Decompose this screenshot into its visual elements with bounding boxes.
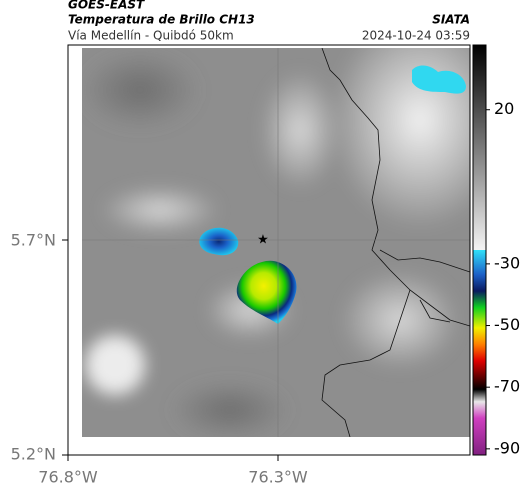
- subtitle: Temperatura de Brillo CH13: [68, 13, 255, 27]
- title: GOES-EAST: [68, 0, 145, 12]
- colorbar: [472, 44, 487, 456]
- lat-label: 5.2°N: [11, 445, 56, 464]
- timestamp: 2024-10-24 03:59: [362, 29, 470, 43]
- colorbar-tick-label: -90: [494, 438, 520, 457]
- svg-text:★: ★: [257, 233, 269, 248]
- colorbar-tick-label: -70: [494, 377, 520, 396]
- lat-label: 5.7°N: [11, 231, 56, 250]
- route: Vía Medellín - Quibdó 50km: [68, 29, 234, 43]
- colorbar-tick-label: -50: [494, 315, 520, 334]
- colorbar-tick-label: -30: [494, 253, 520, 272]
- lon-label: 76.3°W: [248, 468, 308, 487]
- satellite-image: ★: [82, 48, 470, 437]
- colorbar-tick-label: 20: [494, 99, 514, 118]
- source: SIATA: [432, 13, 470, 27]
- lon-label: 76.8°W: [38, 468, 98, 487]
